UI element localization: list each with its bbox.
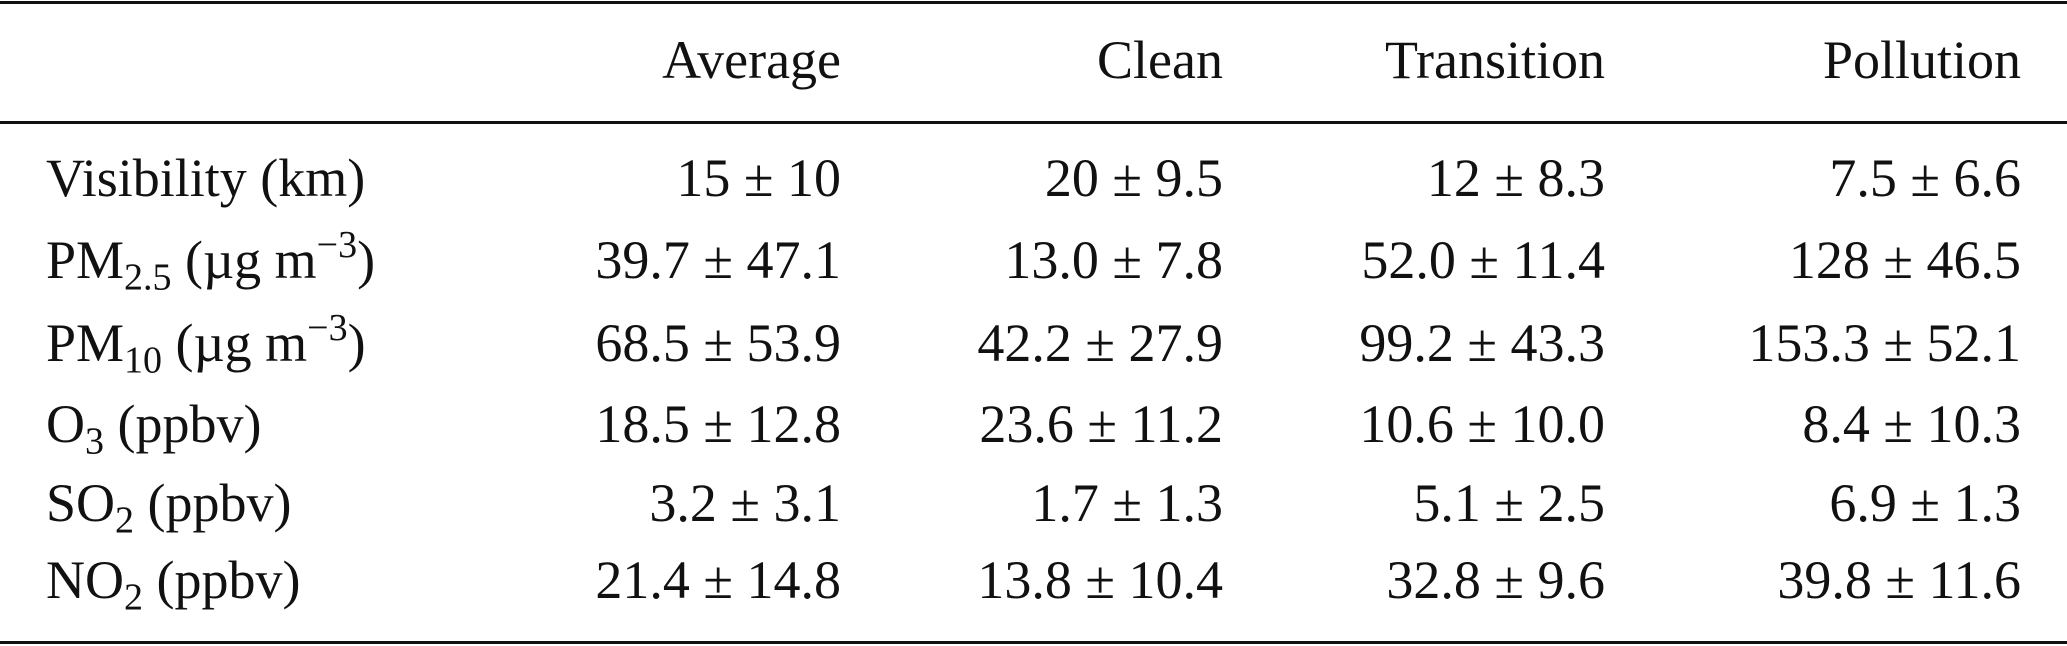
value-cell: 99.2 ± 43.3: [1359, 313, 1605, 373]
row-label: PM2.5 (µg m−3): [46, 226, 376, 296]
value-cell: 128 ± 46.5: [1788, 230, 2021, 290]
value-cell: 18.5 ± 12.8: [595, 394, 841, 454]
label-part: (µg m: [171, 230, 317, 290]
label-part: 2: [115, 499, 135, 542]
value-cell: 12 ± 8.3: [1426, 148, 1605, 208]
label-part: (ppbv): [143, 550, 301, 610]
column-header: Transition: [1384, 30, 1605, 90]
column-header: Clean: [1097, 30, 1223, 90]
label-part: (ppbv): [134, 473, 292, 533]
label-part: 2.5: [124, 256, 172, 299]
label-part: O: [46, 394, 85, 454]
value-cell: 23.6 ± 11.2: [979, 394, 1223, 454]
row-label: PM10 (µg m−3): [46, 309, 366, 379]
value-cell: 13.8 ± 10.4: [977, 550, 1223, 610]
label-part: (µg m: [162, 313, 308, 373]
label-part: −3: [307, 307, 348, 350]
value-cell: 15 ± 10: [676, 148, 841, 208]
label-part: PM: [46, 313, 125, 373]
column-header: Pollution: [1822, 30, 2021, 90]
label-part: Visibility (km): [46, 148, 366, 208]
value-cell: 6.9 ± 1.3: [1829, 473, 2021, 533]
value-cell: 39.8 ± 11.6: [1777, 550, 2021, 610]
value-cell: 42.2 ± 27.9: [977, 313, 1223, 373]
row-label: Visibility (km): [46, 151, 365, 205]
value-cell: 68.5 ± 53.9: [595, 313, 841, 373]
value-cell: 7.5 ± 6.6: [1829, 148, 2021, 208]
label-part: NO: [46, 550, 124, 610]
value-cell: 8.4 ± 10.3: [1802, 394, 2021, 454]
label-part: ): [347, 313, 366, 373]
label-part: PM: [46, 230, 125, 290]
label-part: 2: [124, 576, 143, 619]
value-cell: 52.0 ± 11.4: [1361, 230, 1605, 290]
label-part: (ppbv): [104, 394, 262, 454]
label-part: SO: [46, 473, 116, 533]
value-cell: 13.0 ± 7.8: [1004, 230, 1223, 290]
label-part: 10: [124, 339, 163, 382]
label-part: −3: [316, 224, 358, 267]
value-cell: 39.7 ± 47.1: [595, 230, 841, 290]
row-label: NO2 (ppbv): [46, 550, 301, 616]
value-cell: 3.2 ± 3.1: [649, 473, 841, 533]
column-header: Average: [662, 30, 841, 90]
header-rule: [0, 121, 2067, 124]
row-label: O3 (ppbv): [46, 394, 262, 460]
value-cell: 32.8 ± 9.6: [1386, 550, 1605, 610]
top-rule: [0, 1, 2067, 4]
row-label: SO2 (ppbv): [46, 473, 292, 539]
value-cell: 20 ± 9.5: [1044, 148, 1223, 208]
value-cell: 5.1 ± 2.5: [1413, 473, 1605, 533]
label-part: ): [357, 230, 376, 290]
value-cell: 1.7 ± 1.3: [1031, 473, 1223, 533]
value-cell: 153.3 ± 52.1: [1748, 313, 2021, 373]
value-cell: 21.4 ± 14.8: [595, 550, 841, 610]
bottom-rule: [0, 641, 2067, 644]
value-cell: 10.6 ± 10.0: [1359, 394, 1605, 454]
label-part: 3: [85, 420, 104, 463]
